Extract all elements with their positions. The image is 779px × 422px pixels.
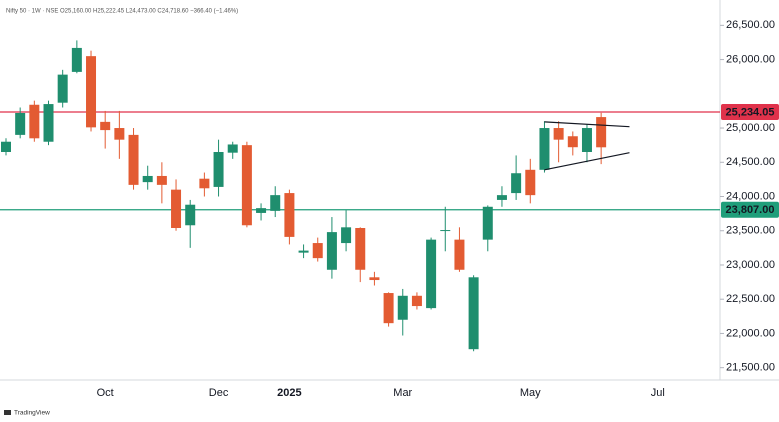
candle-body <box>355 228 366 270</box>
candle-body <box>284 193 295 237</box>
x-tick-label: May <box>520 387 541 399</box>
candle-body <box>312 243 323 259</box>
candle-body <box>397 295 408 320</box>
y-tick-label: 22,500.00 <box>726 293 775 305</box>
candle-body <box>227 144 238 153</box>
chart-title: Nifty 50 · 1W · NSE O25,160.00 H25,222.4… <box>6 9 238 15</box>
candle-body <box>29 104 40 139</box>
candle-body <box>581 128 592 152</box>
candle-body <box>482 206 493 240</box>
candle-body <box>298 250 309 253</box>
logo <box>4 410 11 415</box>
trendline <box>544 121 630 128</box>
candle-body <box>86 56 97 128</box>
y-tick-label: 22,000.00 <box>726 327 775 339</box>
candle-body <box>71 47 82 72</box>
x-tick-label: Oct <box>97 387 114 399</box>
candle-body <box>114 128 125 140</box>
candle-body <box>1 141 11 152</box>
candle-body <box>43 104 54 142</box>
level-label: 25,234.05 <box>726 106 775 118</box>
x-tick-label: Mar <box>393 387 412 399</box>
candle-body <box>341 227 352 244</box>
candle-body <box>426 239 437 309</box>
candle-body <box>199 178 210 189</box>
candle-body <box>567 136 578 148</box>
y-tick-label: 23,500.00 <box>726 225 775 237</box>
y-tick-label: 24,500.00 <box>726 156 775 168</box>
candle-body <box>15 112 26 135</box>
candle-body <box>57 74 68 103</box>
candle-body <box>454 239 465 270</box>
level-label: 23,807.00 <box>726 204 775 216</box>
candle-body <box>142 175 153 183</box>
y-tick-label: 25,000.00 <box>726 122 775 134</box>
level-label-box <box>721 104 779 121</box>
candle-body <box>525 169 536 196</box>
candle-body <box>100 121 111 131</box>
candle-body <box>326 232 337 270</box>
candle-body <box>369 277 380 281</box>
level-label-box <box>721 201 779 218</box>
candle-body <box>383 293 394 324</box>
x-tick-label: Dec <box>209 387 229 399</box>
candle-body <box>185 204 196 226</box>
candle-body <box>468 277 479 350</box>
candle-body <box>241 145 252 226</box>
candle-body <box>539 128 550 170</box>
candle-body <box>171 189 182 228</box>
candle-body <box>128 134 139 185</box>
trendline <box>544 152 630 171</box>
candle-body <box>411 295 422 307</box>
y-tick-label: 26,000.00 <box>726 53 775 65</box>
y-tick-label: 23,000.00 <box>726 259 775 271</box>
source: TradingView <box>14 410 50 417</box>
candle-body <box>440 230 451 232</box>
candle-body <box>496 195 507 200</box>
x-tick-label: Jul <box>651 387 665 399</box>
candle-body <box>156 175 167 185</box>
candle-body <box>596 117 607 148</box>
candle-body <box>213 152 224 187</box>
y-tick-label: 24,000.00 <box>726 190 775 202</box>
candle-body <box>270 195 281 211</box>
y-tick-label: 21,500.00 <box>726 362 775 374</box>
candle-body <box>511 173 522 194</box>
x-tick-label: 2025 <box>277 387 301 399</box>
candle-body <box>256 208 267 213</box>
candle-body <box>553 128 564 140</box>
y-tick-label: 26,500.00 <box>726 19 775 31</box>
